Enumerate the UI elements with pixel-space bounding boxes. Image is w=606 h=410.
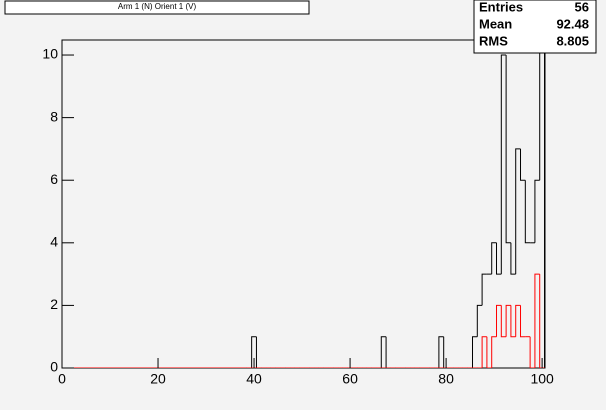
x-tick-label: 20 xyxy=(150,371,166,387)
stats-value: 8.805 xyxy=(556,33,589,48)
y-tick-label: 4 xyxy=(50,234,58,250)
y-tick-label: 6 xyxy=(50,171,58,187)
histogram-bin xyxy=(255,336,262,368)
histogram-bin xyxy=(505,55,511,244)
histogram-bin xyxy=(476,304,483,337)
histogram-bin xyxy=(539,40,545,368)
histogram-bin xyxy=(524,180,531,244)
histogram-bin xyxy=(486,336,492,368)
stats-label: Mean xyxy=(479,16,512,31)
histogram-bin xyxy=(520,305,526,338)
x-tick-label: 60 xyxy=(342,371,358,387)
histogram-bin xyxy=(515,148,521,275)
stats-label: RMS xyxy=(479,33,508,48)
histogram-bin xyxy=(520,148,526,181)
histogram-bin xyxy=(534,273,540,368)
histogram-bin xyxy=(534,179,540,243)
histogram-bin xyxy=(510,305,516,338)
chart-title: Arm 1 (N) Orient 1 (V) xyxy=(118,2,197,11)
y-tick-label: 2 xyxy=(50,296,58,312)
histogram-bin xyxy=(481,273,487,306)
histogram-bin xyxy=(529,336,535,368)
title-box xyxy=(4,0,310,15)
histogram-bin xyxy=(438,336,444,368)
histogram-bin xyxy=(491,336,497,368)
histogram-bin xyxy=(443,336,449,368)
histogram-bin xyxy=(251,336,257,368)
x-tick-label: 100 xyxy=(530,371,554,387)
histogram-bin xyxy=(500,305,507,338)
x-tick-label: 0 xyxy=(58,371,66,387)
y-tick-label: 8 xyxy=(50,108,58,124)
histograms xyxy=(62,40,545,368)
histogram-bin xyxy=(539,274,545,368)
histogram-bin xyxy=(510,242,516,275)
histogram-bin xyxy=(515,304,521,337)
histogram-bin xyxy=(496,242,502,275)
histogram-bin xyxy=(505,304,511,337)
stats-label: Entries xyxy=(479,0,523,14)
histogram-bin xyxy=(385,336,391,368)
histogram-bin xyxy=(380,336,387,368)
stats-box xyxy=(473,0,597,54)
histogram-bin xyxy=(496,304,502,337)
stats-value: 56 xyxy=(575,0,589,14)
y-tick-label: 0 xyxy=(50,359,58,375)
histogram-bin xyxy=(491,242,497,275)
plot-frame xyxy=(61,39,546,369)
x-tick-label: 80 xyxy=(438,371,454,387)
histogram-bin xyxy=(472,336,478,368)
histogram-bin xyxy=(481,336,487,368)
y-tick-label: 10 xyxy=(42,46,58,62)
stats-value: 92.48 xyxy=(556,16,589,31)
x-tick-label: 40 xyxy=(246,371,262,387)
histogram-bin xyxy=(500,54,507,275)
